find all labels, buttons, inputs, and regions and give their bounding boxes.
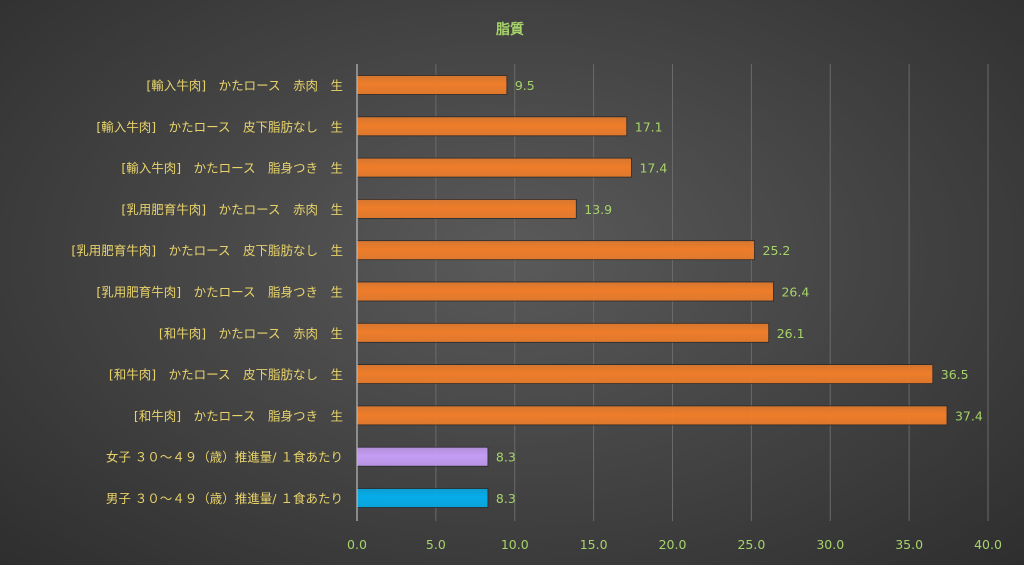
x-tick-label: 5.0 <box>426 537 446 552</box>
x-tick-label: 0.0 <box>347 537 367 552</box>
value-label: 17.1 <box>635 119 663 134</box>
category-label: 男子 ３０～４９（歳）推進量/ １食あたり <box>106 491 343 506</box>
x-tick-label: 35.0 <box>895 537 923 552</box>
x-tick-label: 10.0 <box>501 537 529 552</box>
bar <box>356 364 934 385</box>
x-tick-label: 30.0 <box>816 537 844 552</box>
value-label: 26.4 <box>781 285 809 300</box>
value-label: 8.3 <box>496 491 516 506</box>
value-label: 13.9 <box>584 202 612 217</box>
bar <box>356 157 632 178</box>
category-label: [和牛肉] かたロース 赤肉 生 <box>159 326 343 341</box>
value-label: 37.4 <box>955 408 983 423</box>
category-label: [輸入牛肉] かたロース 皮下脂肪なし 生 <box>96 119 343 134</box>
labels: 0.0 5.0 10.0 15.0 20.0 25.0 30.0 35.0 40.0 9.5 [輸入… <box>71 78 1002 552</box>
category-label: [乳用肥育牛肉] かたロース 脂身つき 生 <box>96 285 343 300</box>
category-label: [乳用肥育牛肉] かたロース 赤肉 生 <box>121 202 343 217</box>
x-tick-label: 20.0 <box>659 537 687 552</box>
value-label: 25.2 <box>763 243 791 258</box>
chart-title: 脂質 <box>495 21 524 38</box>
category-label: [和牛肉] かたロース 皮下脂肪なし 生 <box>109 367 343 382</box>
bar <box>356 281 774 302</box>
bar <box>356 240 755 261</box>
bar <box>356 488 489 508</box>
category-label: [輸入牛肉] かたロース 赤肉 生 <box>146 78 343 93</box>
bar <box>356 116 628 137</box>
bar <box>356 322 770 343</box>
value-label: 36.5 <box>941 367 969 382</box>
x-tick-label: 40.0 <box>974 537 1002 552</box>
x-tick-label: 15.0 <box>580 537 608 552</box>
value-label: 9.5 <box>515 78 535 93</box>
bar <box>356 75 508 95</box>
value-label: 26.1 <box>777 326 805 341</box>
bars <box>356 75 948 508</box>
x-tick-label: 25.0 <box>737 537 765 552</box>
bar <box>356 446 489 467</box>
category-label: [輸入牛肉] かたロース 脂身つき 生 <box>121 161 343 176</box>
category-label: 女子 ３０～４９（歳）推進量/ １食あたり <box>106 450 343 465</box>
category-label: [乳用肥育牛肉] かたロース 皮下脂肪なし 生 <box>71 243 343 258</box>
bar <box>356 405 948 426</box>
category-label: [和牛肉] かたロース 脂身つき 生 <box>134 408 343 423</box>
value-label: 17.4 <box>639 161 667 176</box>
value-label: 8.3 <box>496 450 516 465</box>
bar <box>356 198 577 219</box>
